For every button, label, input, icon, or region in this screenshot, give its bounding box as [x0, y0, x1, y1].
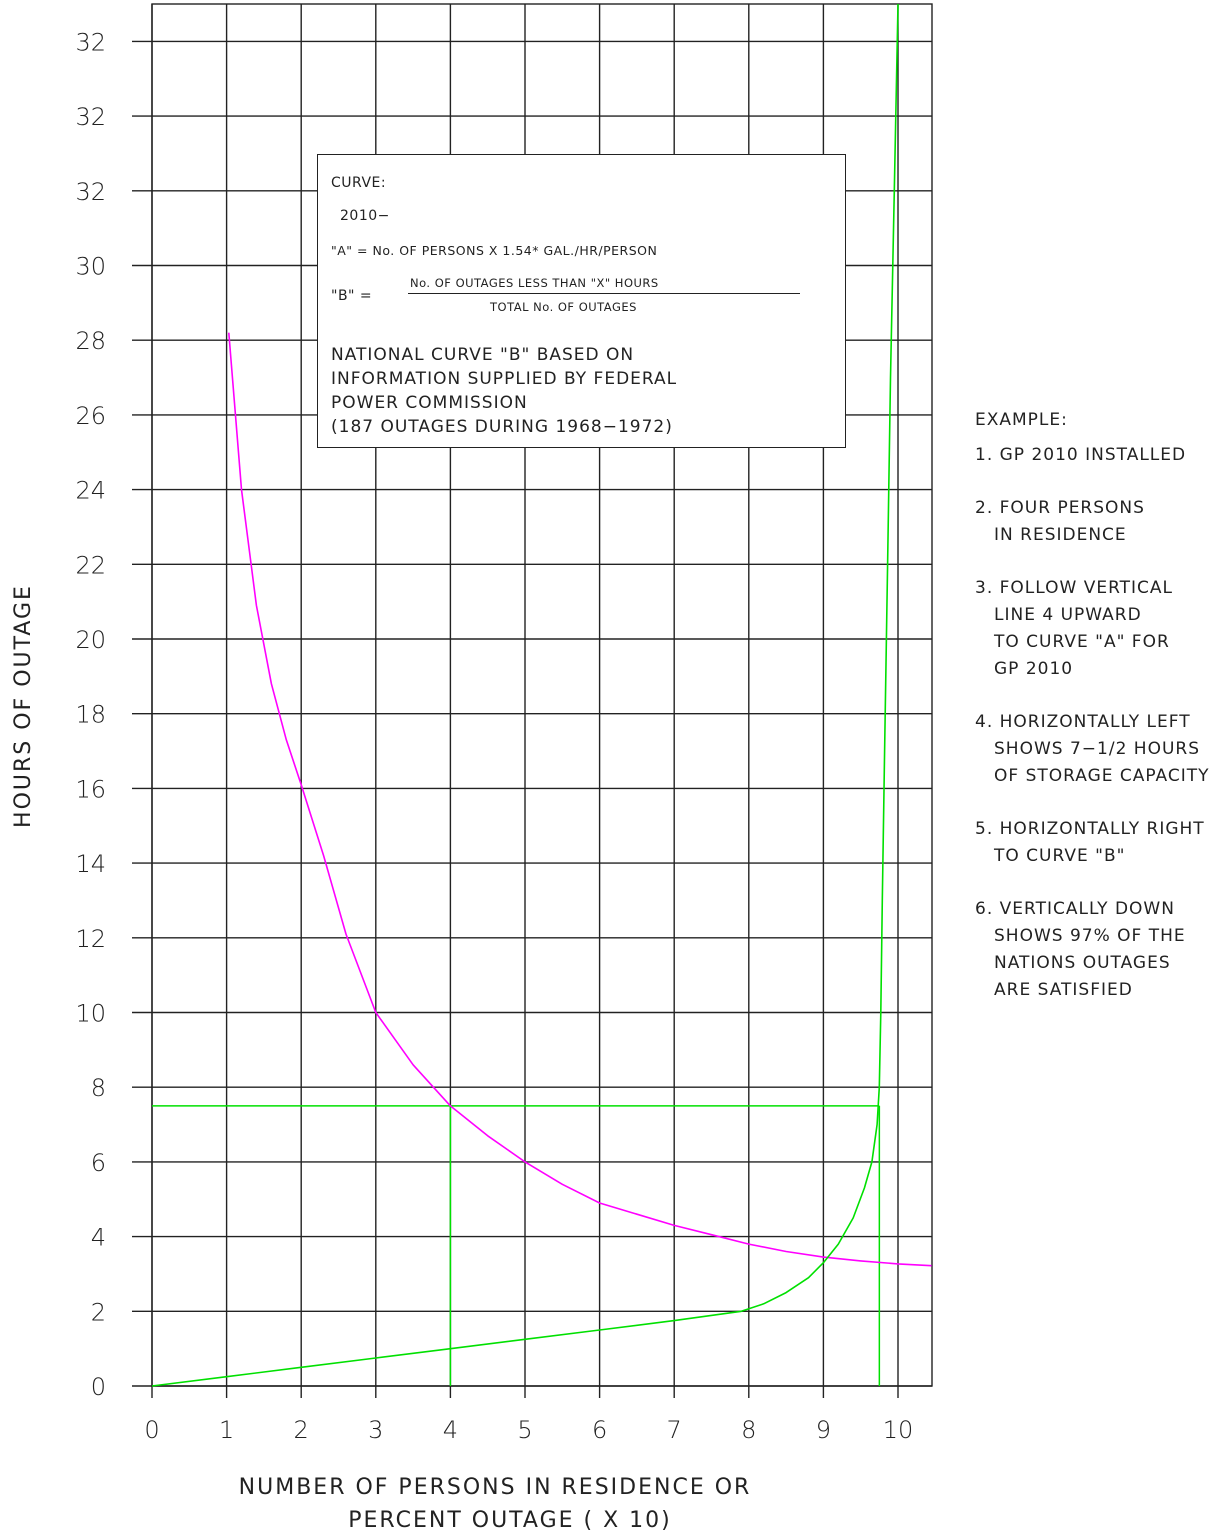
formula-b-numerator: No. OF OUTAGES LESS THAN "X" HOURS [410, 276, 659, 290]
x-tick-label: 4 [443, 1416, 458, 1444]
y-tick-label: 10 [75, 1000, 106, 1028]
x-tick-label: 2 [294, 1416, 309, 1444]
x-axis-title-line-1: NUMBER OF PERSONS IN RESIDENCE OR [239, 1475, 752, 1500]
formula-b-label: "B" = [331, 288, 373, 304]
curve-legend-box: CURVE: 2010− "A" = No. OF PERSONS X 1.54… [317, 154, 846, 448]
y-tick-label: 4 [91, 1224, 106, 1252]
example-step: 6. VERTICALLY DOWN SHOWS 97% OF THE NATI… [975, 896, 1215, 1004]
guide-lines [152, 1105, 881, 1386]
x-axis-title-line-2: PERCENT OUTAGE ( X 10) [348, 1508, 671, 1531]
example-step-line: TO CURVE "A" FOR [994, 632, 1170, 652]
x-tick-label: 0 [144, 1416, 159, 1444]
series-line-a [228, 332, 932, 1267]
note-line-2: INFORMATION SUPPLIED BY FEDERAL [331, 369, 678, 389]
example-step-line: LINE 4 UPWARD [994, 605, 1142, 625]
series-line-b [151, 3, 899, 1387]
x-tick-label: 9 [816, 1416, 831, 1444]
example-step-line: NATIONS OUTAGES [994, 953, 1171, 973]
example-step: 1. GP 2010 INSTALLED [975, 442, 1215, 469]
y-tick-label: 14 [75, 850, 106, 878]
y-tick-label: 0 [91, 1373, 106, 1401]
y-tick-label: 24 [75, 477, 106, 505]
note-line-3: POWER COMMISSION [331, 393, 528, 413]
y-tick-label: 2 [91, 1298, 106, 1326]
example-step-line: 5. HORIZONTALLY RIGHT [975, 819, 1205, 839]
example-step: 3. FOLLOW VERTICAL LINE 4 UPWARD TO CURV… [975, 575, 1215, 683]
y-tick-label: 6 [91, 1149, 106, 1177]
example-step-line: 2. FOUR PERSONS [975, 498, 1145, 518]
x-tick-label: 8 [741, 1416, 756, 1444]
formula-a: "A" = No. OF PERSONS X 1.54* GAL./HR/PER… [331, 243, 658, 258]
y-tick-label: 32 [75, 28, 106, 56]
example-step-line: ARE SATISFIED [994, 980, 1133, 1000]
y-tick-label: 32 [75, 103, 106, 131]
y-tick-label: 28 [75, 327, 106, 355]
y-tick-label: 30 [75, 253, 106, 281]
example-step: 4. HORIZONTALLY LEFT SHOWS 7−1/2 HOURS O… [975, 709, 1215, 790]
example-step-line: TO CURVE "B" [994, 846, 1126, 866]
x-tick-label: 5 [517, 1416, 532, 1444]
y-axis-title: HOURS OF OUTAGE [11, 584, 36, 828]
model-label: 2010− [340, 208, 390, 224]
y-tick-label: 26 [75, 402, 106, 430]
example-step-line: GP 2010 [994, 659, 1074, 679]
y-tick-label: 8 [91, 1074, 106, 1102]
y-tick-label: 18 [75, 701, 106, 729]
example-step-line: SHOWS 97% OF THE [994, 926, 1186, 946]
y-tick-label: 22 [75, 551, 106, 579]
y-tick-label: 32 [75, 178, 106, 206]
curve-label: CURVE: [331, 175, 387, 191]
y-tick-label: 12 [75, 925, 106, 953]
y-tick-label: 20 [75, 626, 106, 654]
example-step-line: 3. FOLLOW VERTICAL [975, 578, 1174, 598]
example-panel: EXAMPLE: 1. GP 2010 INSTALLED 2. FOUR PE… [975, 410, 1215, 1030]
x-tick-label: 1 [219, 1416, 234, 1444]
example-step-line: 1. GP 2010 INSTALLED [975, 445, 1187, 465]
y-tick-label: 16 [75, 775, 106, 803]
example-step-line: IN RESIDENCE [994, 525, 1127, 545]
example-title: EXAMPLE: [975, 410, 1068, 430]
x-tick-label: 3 [368, 1416, 383, 1444]
example-step-line: OF STORAGE CAPACITY [994, 766, 1210, 786]
x-tick-labels: 0 1 2 3 4 5 6 7 8 9 10 [144, 1416, 913, 1444]
example-step-line: SHOWS 7−1/2 HOURS [994, 739, 1200, 759]
example-step: 2. FOUR PERSONS IN RESIDENCE [975, 495, 1215, 549]
plot-frame [151, 3, 933, 1387]
note-line-4: (187 OUTAGES DURING 1968−1972) [331, 417, 673, 437]
note-line-1: NATIONAL CURVE "B" BASED ON [331, 345, 635, 365]
example-step-line: 6. VERTICALLY DOWN [975, 899, 1175, 919]
example-step: 5. HORIZONTALLY RIGHT TO CURVE "B" [975, 816, 1215, 870]
example-step-line: 4. HORIZONTALLY LEFT [975, 712, 1191, 732]
fraction-bar [408, 293, 800, 294]
series-layer [151, 3, 932, 1387]
x-tick-label: 7 [667, 1416, 682, 1444]
x-tick-label: 6 [592, 1416, 607, 1444]
x-tick-label: 10 [883, 1416, 914, 1444]
formula-b-denominator: TOTAL No. OF OUTAGES [490, 300, 637, 314]
